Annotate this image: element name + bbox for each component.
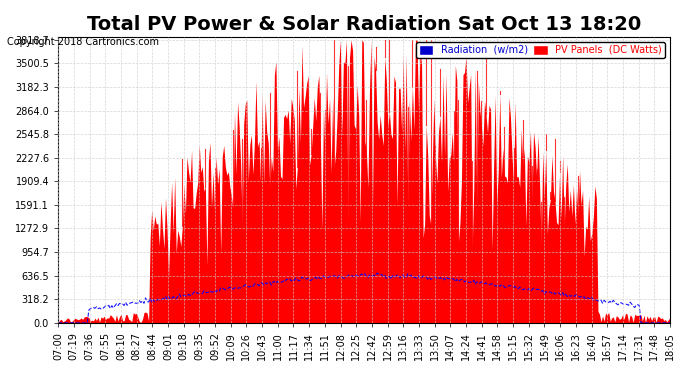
Text: Copyright 2018 Cartronics.com: Copyright 2018 Cartronics.com [7,37,159,47]
Title: Total PV Power & Solar Radiation Sat Oct 13 18:20: Total PV Power & Solar Radiation Sat Oct… [87,15,641,34]
Legend: Radiation  (w/m2), PV Panels  (DC Watts): Radiation (w/m2), PV Panels (DC Watts) [416,42,665,58]
